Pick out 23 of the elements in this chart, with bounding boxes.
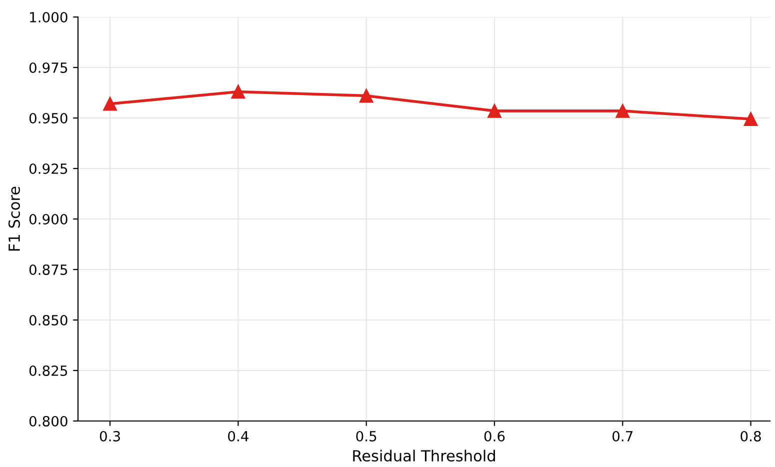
point [359, 88, 374, 103]
y-tick-label: 0.825 [29, 365, 68, 376]
x-tick-label: 0.6 [484, 430, 505, 442]
y-tick-label: 0.975 [29, 62, 68, 73]
x-tick-label: 0.8 [740, 430, 761, 442]
point [616, 104, 630, 118]
x-tick-label: 0.5 [356, 430, 376, 442]
y-tick-label: 0.950 [29, 112, 68, 124]
y-tick-label: 1.000 [30, 12, 68, 22]
x-axis-title: Residual Threshold [353, 450, 495, 462]
x-tick-label: 0.4 [228, 430, 248, 442]
y-tick-label: 0.875 [29, 264, 68, 275]
point [744, 112, 758, 126]
point [231, 84, 246, 99]
y-tick-label: 0.900 [29, 214, 68, 224]
y-axis-title: F1 Score [8, 186, 20, 251]
y-tick-label: 0.925 [29, 163, 68, 174]
point [103, 96, 117, 111]
point [488, 104, 502, 118]
x-tick-label: 0.7 [612, 430, 632, 442]
y-tick-label: 0.800 [29, 416, 68, 426]
y-tick-label: 0.850 [29, 314, 68, 326]
x-tick-label: 0.3 [100, 430, 120, 442]
